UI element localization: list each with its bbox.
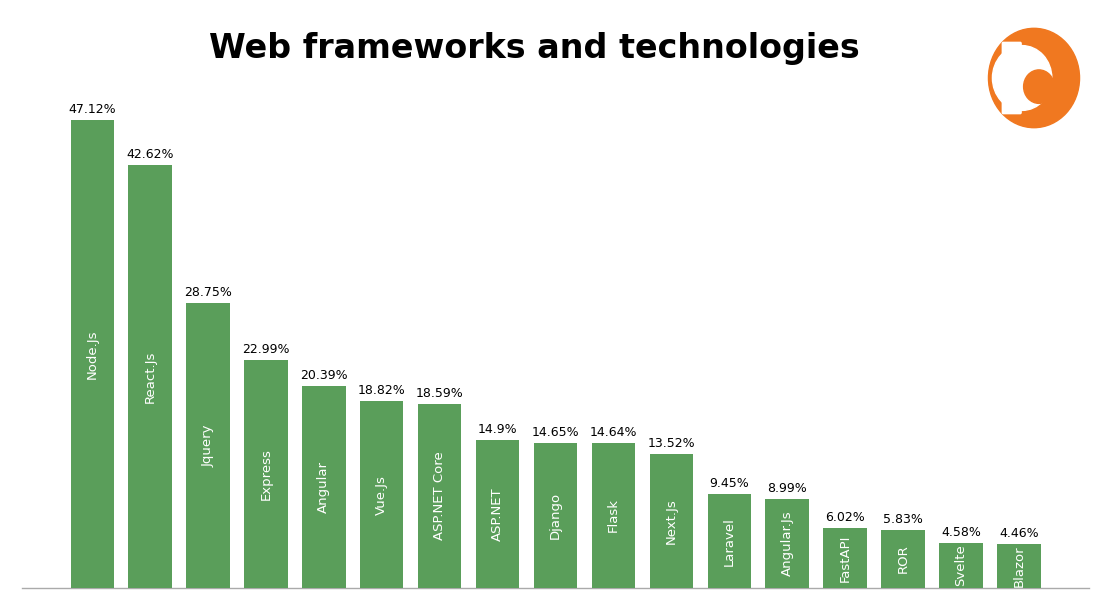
Text: 22.99%: 22.99% [242,343,289,356]
Circle shape [1024,70,1054,103]
Text: Next.Js: Next.Js [664,498,678,544]
Text: ROR: ROR [896,545,910,574]
Bar [766,499,808,588]
Text: Flask: Flask [607,499,620,532]
Text: 47.12%: 47.12% [68,103,116,116]
Text: React.Js: React.Js [144,350,156,403]
Text: 14.9%: 14.9% [477,423,517,436]
Bar [129,165,172,588]
Text: 5.83%: 5.83% [883,513,923,526]
Bar [360,401,404,588]
Bar [650,454,693,588]
Bar [244,360,288,588]
Text: Angular.Js: Angular.Js [781,511,793,576]
Bar [476,440,519,588]
Bar [534,443,578,588]
Bar [939,542,982,588]
Text: Jquery: Jquery [201,424,214,467]
Bar [881,530,925,588]
Bar [418,404,461,588]
Text: 4.58%: 4.58% [940,526,981,539]
Text: 28.75%: 28.75% [184,286,232,299]
Bar [707,494,751,588]
Text: ASP.NET Core: ASP.NET Core [433,451,447,540]
Text: 18.59%: 18.59% [416,386,463,400]
Text: 14.64%: 14.64% [590,426,637,439]
Bar [70,121,114,588]
Bar [823,528,867,588]
Text: Angular: Angular [318,461,330,513]
Circle shape [992,46,1052,110]
Text: 8.99%: 8.99% [768,482,807,495]
Text: 9.45%: 9.45% [710,477,749,490]
Circle shape [989,28,1079,128]
Bar [997,544,1041,588]
Text: Svelte: Svelte [955,544,967,586]
Bar [302,386,345,588]
Text: 13.52%: 13.52% [648,437,695,450]
Text: Blazor: Blazor [1012,545,1025,587]
Text: Express: Express [260,448,273,500]
Text: 42.62%: 42.62% [126,148,174,161]
Text: FastAPI: FastAPI [838,535,851,582]
Text: Vue.Js: Vue.Js [375,475,388,515]
Text: Django: Django [549,492,562,539]
Text: 14.65%: 14.65% [531,425,580,439]
Text: Node.Js: Node.Js [86,329,99,379]
Text: 20.39%: 20.39% [300,368,348,382]
Text: 6.02%: 6.02% [825,511,865,524]
Bar [592,443,635,588]
Text: ASP.NET: ASP.NET [491,487,504,541]
Bar [186,303,230,588]
Title: Web frameworks and technologies: Web frameworks and technologies [209,32,859,65]
Text: Laravel: Laravel [723,517,736,566]
Text: 18.82%: 18.82% [358,384,406,397]
Text: 4.46%: 4.46% [999,527,1038,540]
FancyBboxPatch shape [1002,43,1021,113]
